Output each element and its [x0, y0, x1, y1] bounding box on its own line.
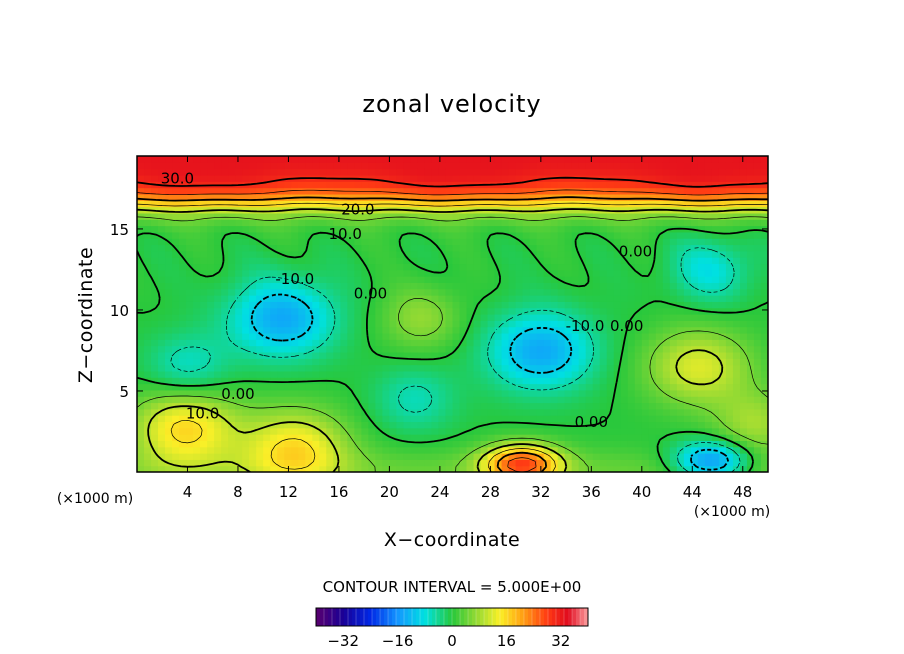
contour-line: [137, 227, 768, 472]
contour-label: 0.00: [575, 413, 608, 431]
contour-line: [137, 202, 768, 472]
contour-line: [137, 189, 768, 472]
x-unit-label: (×1000 m): [694, 504, 770, 520]
contour-line: [137, 216, 768, 472]
y-unit-label: (×1000 m): [57, 491, 133, 507]
contour-label: 0.00: [354, 285, 387, 303]
x-tick-label: 44: [683, 483, 702, 501]
colorbar-tick-label: 32: [551, 632, 570, 650]
x-tick-label: 24: [430, 483, 449, 501]
chart-title: zonal velocity: [362, 90, 541, 118]
x-tick-label: 32: [531, 483, 550, 501]
x-tick-label: 48: [733, 483, 752, 501]
x-tick-label: 20: [380, 483, 399, 501]
contour-lines: [137, 176, 768, 472]
x-tick-label: 8: [233, 483, 243, 501]
colorbar-tick-label: −32: [327, 632, 359, 650]
colorbar-tick-label: 0: [447, 632, 457, 650]
y-tick-label: 15: [110, 221, 129, 239]
contour-label: 10.0: [186, 405, 219, 423]
x-tick-label: 4: [183, 483, 193, 501]
contour-line: [137, 176, 768, 188]
y-tick-label: 5: [119, 383, 129, 401]
y-axis-ticks: 5 10 15: [110, 221, 768, 401]
contour-label: 0.00: [619, 243, 652, 261]
contour-line: [250, 293, 730, 471]
x-tick-label: 16: [329, 483, 348, 501]
x-tick-label: 28: [481, 483, 500, 501]
colorbar-tick-label: 16: [497, 632, 516, 650]
contour-label: -10.0: [275, 270, 314, 288]
plot-area: [137, 156, 768, 472]
x-tick-label: 40: [632, 483, 651, 501]
contour-labels: 30.020.010.00.00-10.00.00-10.0 0.000.0010…: [161, 170, 653, 431]
x-tick-label: 36: [582, 483, 601, 501]
x-tick-label: 12: [279, 483, 298, 501]
y-axis-title: Z−coordinate: [75, 247, 97, 383]
contour-label: 30.0: [161, 170, 194, 188]
contour-line: [137, 196, 768, 472]
contour-line: [170, 247, 741, 472]
contour-label: 0.00: [221, 385, 254, 403]
y-tick-label: 10: [110, 302, 129, 320]
contour-label: 20.0: [341, 201, 374, 219]
colorbar-ticks: −32 −16 0 16 32: [327, 632, 570, 650]
x-axis-ticks: 4 8 12 16 20 24 28 32 36 40 44 48: [183, 156, 752, 501]
contour-label: 0.00: [610, 317, 643, 335]
colorbar-tick-label: −16: [382, 632, 414, 650]
plot-frame: [136, 155, 769, 473]
contour-interval-label: CONTOUR INTERVAL = 5.000E+00: [323, 578, 582, 596]
colorbar: [315, 607, 589, 627]
contour-label: -10.0: [566, 317, 605, 335]
contour-label: 10.0: [328, 225, 361, 243]
x-axis-title: X−coordinate: [384, 529, 520, 551]
